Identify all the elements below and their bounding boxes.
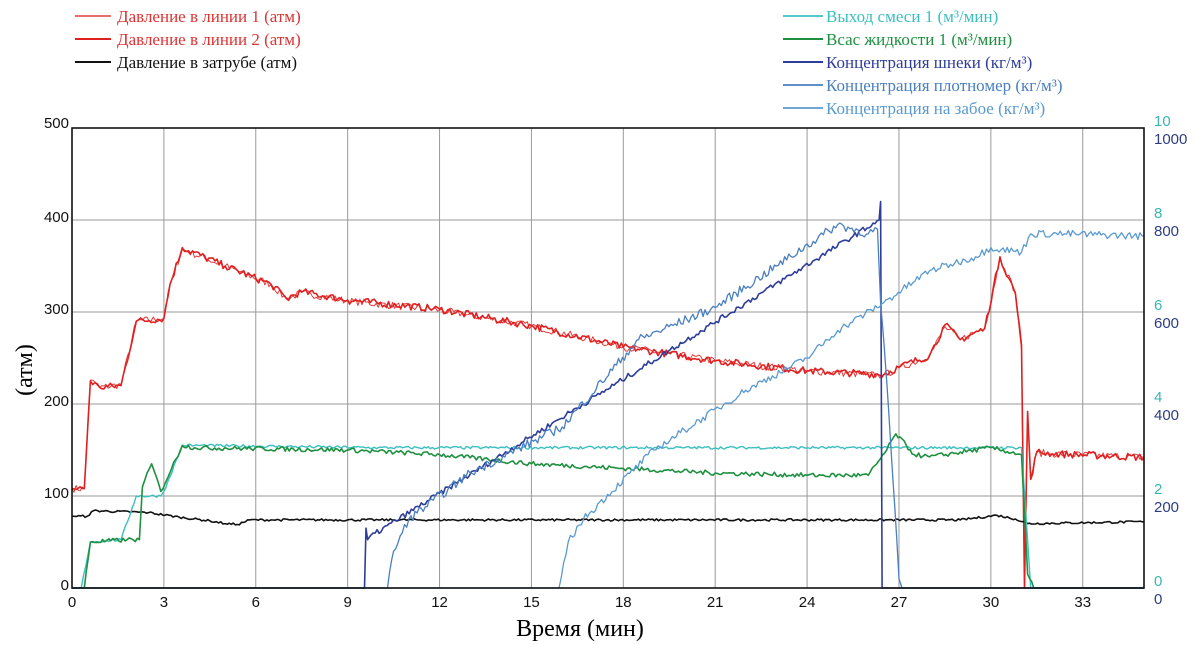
y2-flow-tick-label: 6 <box>1154 297 1162 314</box>
y2-conc-tick-label: 0 <box>1154 591 1162 608</box>
series-line-2 <box>71 246 1145 589</box>
legend: Давление в линии 1 (атм) Давление в линии… <box>75 7 1063 118</box>
x-tick-label: 27 <box>891 594 908 611</box>
series-line-7 <box>72 222 1144 589</box>
x-tick-label: 33 <box>1074 594 1091 611</box>
series-lines <box>71 200 1145 589</box>
x-tick-label: 21 <box>707 594 724 611</box>
x-tick-label: 30 <box>983 594 1000 611</box>
series-line-3 <box>71 509 1144 526</box>
legend-label: Давление в линии 2 (атм) <box>117 30 301 49</box>
series-line-4 <box>72 443 1144 589</box>
x-tick-label: 0 <box>68 594 76 611</box>
legend-label: Концентрация плотномер (кг/м³) <box>826 76 1063 95</box>
y-tick-label: 300 <box>44 301 69 318</box>
y2-conc-tick-label: 200 <box>1154 499 1179 516</box>
legend-label: Всас жидкости 1 (м³/мин) <box>826 30 1012 49</box>
plot-frame <box>71 127 1145 589</box>
x-axis-label: Время (мин) <box>516 616 644 642</box>
y-tick-label: 100 <box>44 485 69 502</box>
x-tick-label: 9 <box>343 594 351 611</box>
legend-label: Концентрация шнеки (кг/м³) <box>826 53 1032 72</box>
x-tick-label: 18 <box>615 594 632 611</box>
x-tick-label: 12 <box>431 594 448 611</box>
x-tick-label: 3 <box>160 594 168 611</box>
series-line-1 <box>71 248 1145 589</box>
y-tick-label: 0 <box>61 577 69 594</box>
y2-flow-tick-label: 10 <box>1154 113 1171 130</box>
y2-flow-tick-label: 2 <box>1154 481 1162 498</box>
y2-flow-tick-label: 0 <box>1154 573 1162 590</box>
series-line-6 <box>72 200 1144 589</box>
y2-flow-tick-label: 4 <box>1154 389 1162 406</box>
series-line-8 <box>72 229 1145 589</box>
x-tick-label: 15 <box>523 594 540 611</box>
series-line-5 <box>72 433 1144 589</box>
y-axis-left: 0 100 200 300 400 500 <box>44 115 69 594</box>
y2-conc-tick-label: 1000 <box>1154 131 1187 148</box>
y-axis-label: (атм) <box>12 344 38 396</box>
legend-label: Выход смеси 1 (м³/мин) <box>826 7 998 26</box>
y2-conc-tick-label: 400 <box>1154 407 1179 424</box>
x-tick-label: 6 <box>252 594 260 611</box>
legend-label: Давление в линии 1 (атм) <box>117 7 301 26</box>
x-tick-label: 24 <box>799 594 816 611</box>
x-axis: 0 3 6 9 12 15 18 21 24 27 30 33 <box>68 594 1091 611</box>
y-tick-label: 400 <box>44 209 69 226</box>
legend-label: Давление в затрубе (атм) <box>117 53 297 72</box>
y-tick-label: 200 <box>44 393 69 410</box>
y-tick-label: 500 <box>44 115 69 132</box>
y2-conc-tick-label: 600 <box>1154 315 1179 332</box>
y2-flow-tick-label: 8 <box>1154 205 1162 222</box>
y2-conc-tick-label: 800 <box>1154 223 1179 240</box>
legend-label: Концентрация на забое (кг/м³) <box>826 99 1045 118</box>
